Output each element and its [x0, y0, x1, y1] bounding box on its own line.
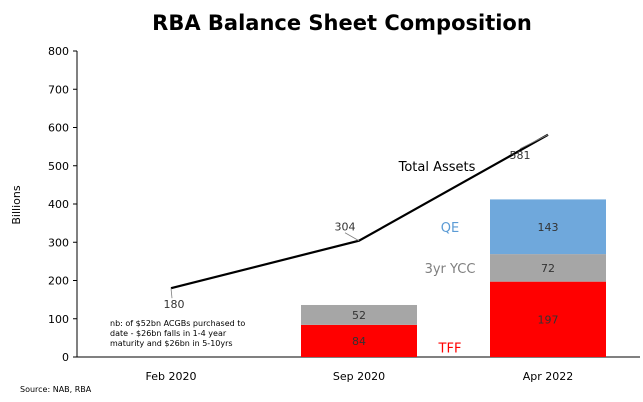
leader-line: [519, 134, 549, 150]
annotation-line: maturity and $26bn in 5-10yrs: [110, 339, 233, 348]
y-tick-label: 0: [62, 351, 69, 364]
bar-segment: [490, 254, 606, 282]
y-tick-label: 200: [48, 275, 69, 288]
leader-line: [170, 288, 173, 299]
x-tick-label: Apr 2022: [523, 370, 574, 383]
annotation-line: nb: of $52bn ACGBs purchased to: [110, 319, 245, 328]
series-label: TFF: [438, 341, 462, 356]
line-series-label: Total Assets: [398, 160, 476, 175]
y-tick-label: 800: [48, 45, 69, 58]
x-axis: Feb 2020 Sep 2020 Apr 2022: [77, 356, 640, 383]
source-note: Source: NAB, RBA: [20, 385, 92, 394]
y-tick-label: 600: [48, 122, 69, 135]
series-labels: TFF 3yr YCC QE: [425, 221, 476, 357]
y-axis-label: Billions: [10, 185, 23, 224]
annotation-note: nb: of $52bn ACGBs purchased to date - $2…: [110, 319, 245, 348]
line-data-label: 581: [510, 149, 531, 162]
bar-labels: 84 197 52 72 143: [352, 221, 559, 348]
y-tick-label: 700: [48, 83, 69, 96]
bar-value-label: 84: [352, 335, 366, 348]
x-tick-label: Feb 2020: [146, 370, 197, 383]
bar-value-label: 143: [538, 221, 559, 234]
bar-value-label: 72: [541, 262, 555, 275]
bar-segment: [490, 199, 606, 255]
bar-segment: [301, 304, 417, 325]
series-label: 3yr YCC: [425, 262, 476, 277]
line-data-label: 304: [335, 221, 356, 234]
bars: [301, 199, 606, 357]
x-tick-label: Sep 2020: [333, 370, 385, 383]
y-tick-label: 300: [48, 236, 69, 249]
y-axis: 0 100 200 300 400 500 600 700 800: [48, 45, 78, 364]
bar-segment: [490, 281, 606, 357]
y-tick-label: 500: [48, 160, 69, 173]
bar-segment: [301, 324, 417, 357]
y-tick-label: 400: [48, 198, 69, 211]
leader-line: [344, 232, 360, 242]
series-label: QE: [441, 221, 459, 236]
chart-title: RBA Balance Sheet Composition: [152, 11, 532, 35]
line-data-label: 180: [164, 298, 185, 311]
line-layer: 180 304 581 Total Assets: [164, 133, 549, 311]
y-tick-label: 100: [48, 313, 69, 326]
annotation-text: nb: of $52bn ACGBs purchased to date - $2…: [110, 319, 245, 348]
bar-value-label: 197: [538, 313, 559, 326]
bar-value-label: 52: [352, 309, 366, 322]
annotation-line: date - $26bn falls in 1-4 year: [110, 329, 227, 338]
